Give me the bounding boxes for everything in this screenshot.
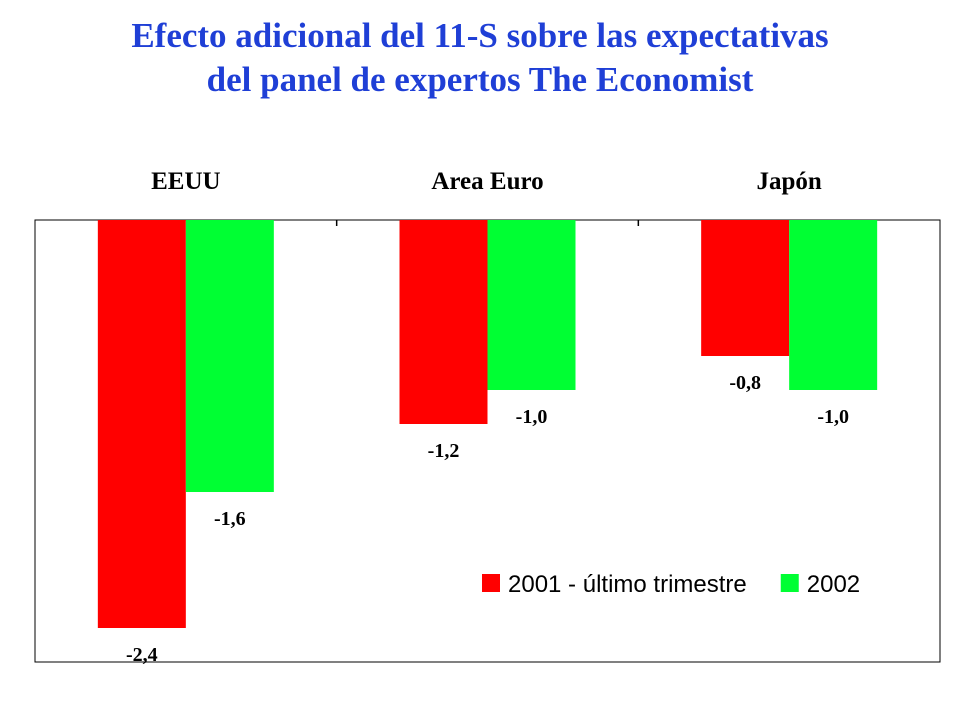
chart-title-line-2: del panel de expertos The Economist — [206, 60, 754, 99]
bar — [701, 220, 790, 356]
data-label: -0,8 — [729, 372, 761, 394]
category-label: EEUU — [151, 168, 220, 195]
data-label: -1,6 — [214, 508, 246, 530]
data-label: -1,0 — [516, 406, 548, 428]
legend-label: 2001 - último trimestre — [508, 571, 747, 598]
data-label: -1,2 — [428, 440, 460, 462]
legend-label: 2002 — [807, 571, 860, 598]
category-label: Area Euro — [431, 168, 543, 195]
bar — [399, 220, 488, 424]
bar — [789, 220, 878, 390]
chart-title-line-1: Efecto adicional del 11-S sobre las expe… — [131, 16, 829, 55]
bar — [185, 220, 274, 492]
legend-swatch — [780, 574, 799, 592]
bar — [97, 220, 186, 628]
chart-title: Efecto adicional del 11-S sobre las expe… — [0, 14, 960, 102]
bar — [487, 220, 576, 390]
data-label: -2,4 — [126, 644, 158, 666]
data-label: -1,0 — [817, 406, 849, 428]
category-label: Japón — [757, 168, 822, 195]
legend-swatch — [482, 574, 500, 592]
